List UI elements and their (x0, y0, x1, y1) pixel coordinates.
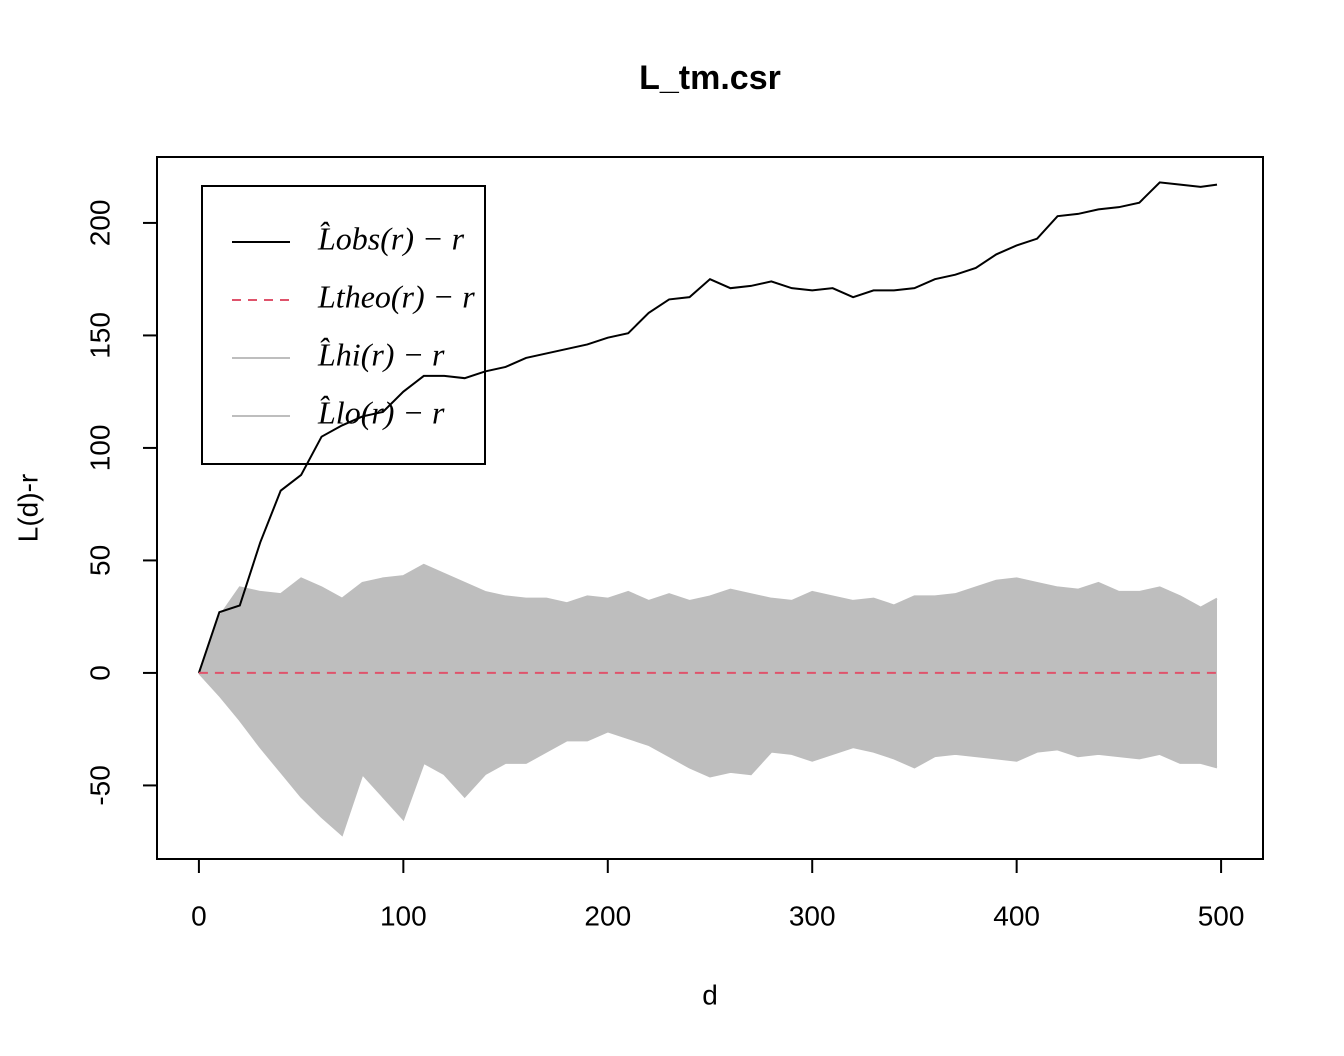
x-tick-label: 100 (380, 900, 427, 931)
series-line (198, 672, 1218, 837)
plot-area (197, 181, 1218, 837)
x-tick-label: 500 (1198, 900, 1245, 931)
legend-label: L̂obs(r) − r (317, 220, 465, 256)
y-axis-label: L(d)-r (12, 474, 43, 542)
x-tick-label: 0 (191, 900, 207, 931)
x-axis-label: d (702, 979, 718, 1010)
envelope-band (198, 564, 1218, 835)
y-tick-label: 100 (84, 425, 115, 472)
x-tick-label: 400 (993, 900, 1040, 931)
series-line (197, 181, 1218, 674)
legend-label: L̂lo(r) − r (317, 394, 445, 430)
legend-label: L̂hi(r) − r (317, 336, 445, 372)
y-tick-label: 150 (84, 312, 115, 359)
series-line (197, 563, 1218, 674)
y-tick-label: 0 (84, 665, 115, 681)
y-tick-label: 50 (84, 545, 115, 576)
legend-label: Ltheo(r) − r (317, 278, 475, 314)
x-tick-label: 300 (789, 900, 836, 931)
y-tick-label: 200 (84, 200, 115, 247)
legend-box (201, 185, 486, 465)
y-tick-label: -50 (84, 765, 115, 805)
chart-title: L_tm.csr (639, 59, 781, 97)
x-tick-label: 200 (584, 900, 631, 931)
